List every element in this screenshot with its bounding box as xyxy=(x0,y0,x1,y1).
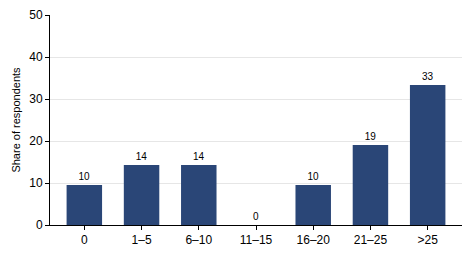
svg-text:10: 10 xyxy=(307,171,319,182)
svg-text:19: 19 xyxy=(365,131,377,142)
svg-text:50: 50 xyxy=(29,8,43,22)
svg-text:30: 30 xyxy=(29,92,43,106)
svg-text:11–15: 11–15 xyxy=(240,233,273,247)
svg-text:40: 40 xyxy=(29,50,43,64)
svg-text:16–20: 16–20 xyxy=(297,233,331,247)
svg-text:20: 20 xyxy=(29,134,43,148)
svg-text:14: 14 xyxy=(136,151,148,162)
svg-text:1–5: 1–5 xyxy=(132,233,152,247)
svg-text:0: 0 xyxy=(253,211,259,222)
svg-text:14: 14 xyxy=(193,151,205,162)
svg-text:0: 0 xyxy=(36,218,43,232)
svg-text:10: 10 xyxy=(29,176,43,190)
svg-text:0: 0 xyxy=(81,233,88,247)
svg-text:>25: >25 xyxy=(417,233,438,247)
svg-text:10: 10 xyxy=(79,171,91,182)
svg-text:21–25: 21–25 xyxy=(354,233,388,247)
svg-text:6–10: 6–10 xyxy=(185,233,212,247)
svg-text:Share of respondents: Share of respondents xyxy=(10,67,22,173)
svg-text:33: 33 xyxy=(422,71,434,82)
